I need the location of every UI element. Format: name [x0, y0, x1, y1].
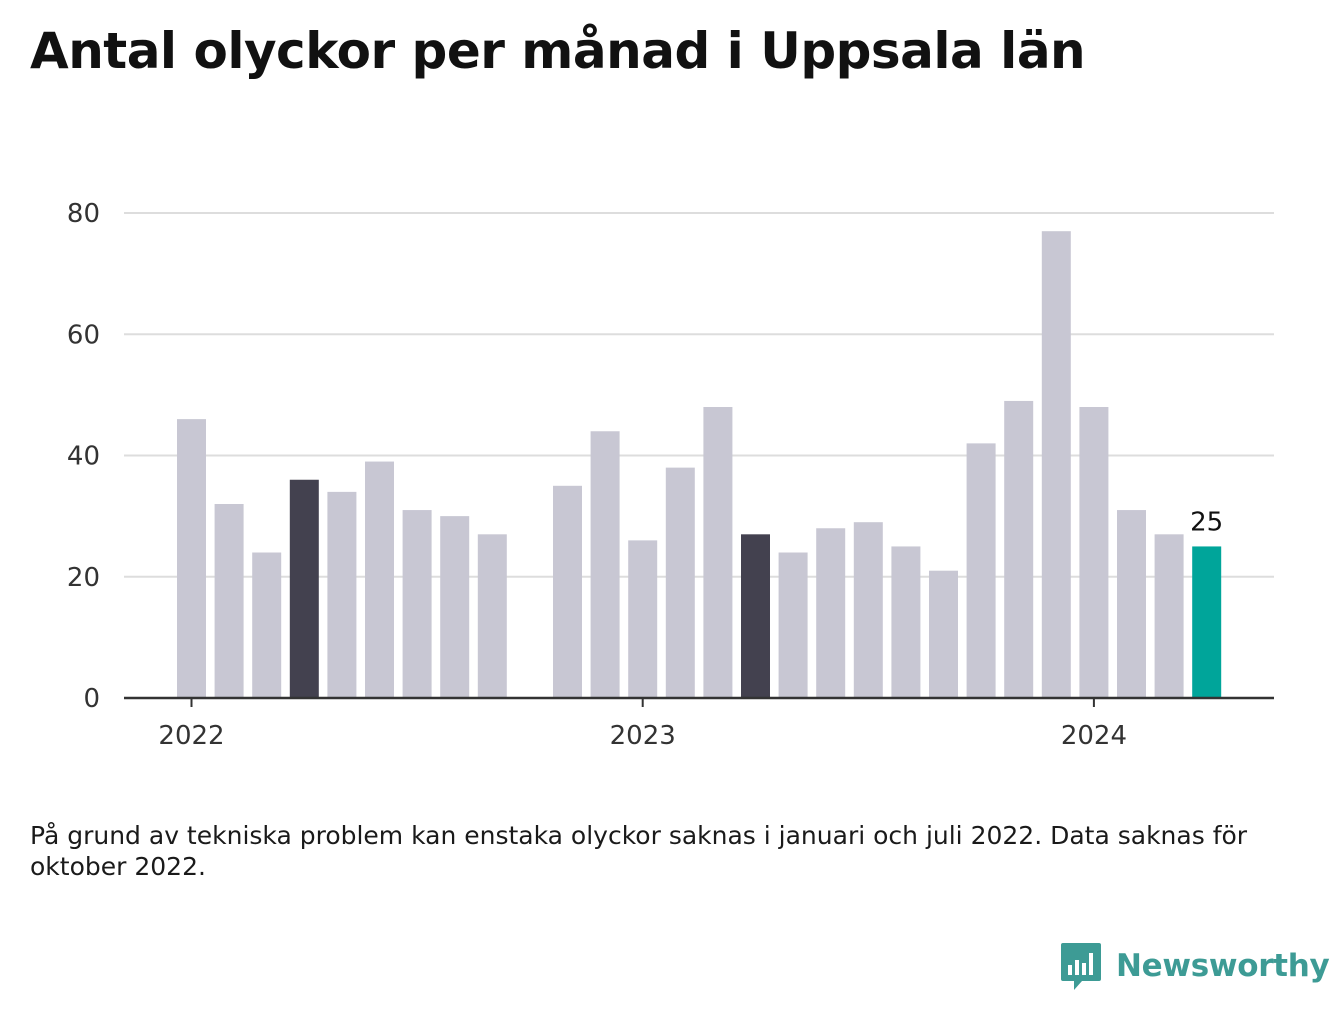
- bar-2022-07: [402, 510, 432, 698]
- y-tick-label: 20: [67, 563, 100, 593]
- bar-2023-10: [966, 443, 996, 698]
- bar-2023-07: [853, 522, 883, 698]
- bars: [177, 231, 1222, 698]
- bar-2022-09: [477, 534, 507, 698]
- bar-2022-12: [590, 431, 620, 698]
- bar-2023-06: [816, 528, 846, 698]
- bar-2023-03: [703, 407, 733, 698]
- bar-2022-01: [177, 419, 206, 698]
- y-tick-label: 0: [83, 684, 100, 714]
- bar-2023-05: [778, 552, 808, 698]
- bar-2022-03: [252, 552, 282, 698]
- chart-note: På grund av tekniska problem kan enstaka…: [30, 821, 1248, 881]
- bar-2022-05: [327, 491, 357, 698]
- y-tick-label: 80: [67, 199, 100, 229]
- bar-2023-09: [929, 570, 958, 698]
- newsworthy-logo-icon: [1061, 943, 1101, 990]
- x-tick-label: 2024: [1061, 721, 1127, 751]
- x-tick-label: 2023: [610, 721, 676, 751]
- bar-2022-11: [553, 485, 582, 698]
- bar-2024-01: [1079, 407, 1109, 698]
- bar-2023-01: [628, 540, 658, 698]
- bar-2023-11: [1004, 400, 1034, 698]
- bar-2024-03: [1154, 534, 1184, 698]
- chart-title: Antal olyckor per månad i Uppsala län: [30, 22, 1086, 80]
- bar-2022-04: [289, 479, 319, 698]
- bar-2023-04: [741, 534, 770, 698]
- bar-2023-08: [891, 546, 921, 698]
- bar-2023-12: [1041, 231, 1071, 698]
- y-tick-label: 60: [67, 320, 100, 350]
- brand-name: Newsworthy: [1116, 948, 1330, 984]
- tick-labels: 0 20 40 60 80 2022 2023 2024 25: [67, 199, 1223, 751]
- value-label-2024-04: 25: [1190, 507, 1223, 537]
- x-axis: [124, 696, 1274, 707]
- bar-2024-04: [1192, 546, 1222, 698]
- bar-2022-02: [214, 504, 244, 698]
- bar-2024-02: [1117, 510, 1146, 698]
- bar-2022-06: [365, 461, 394, 698]
- y-tick-label: 40: [67, 442, 100, 472]
- bar-2023-02: [665, 467, 695, 698]
- bar-chart: 0 20 40 60 80 2022 2023 2024 25: [67, 199, 1274, 751]
- bar-2022-08: [440, 516, 470, 698]
- brand-logo: Newsworthy: [1060, 940, 1330, 992]
- x-tick-label: 2022: [158, 721, 224, 751]
